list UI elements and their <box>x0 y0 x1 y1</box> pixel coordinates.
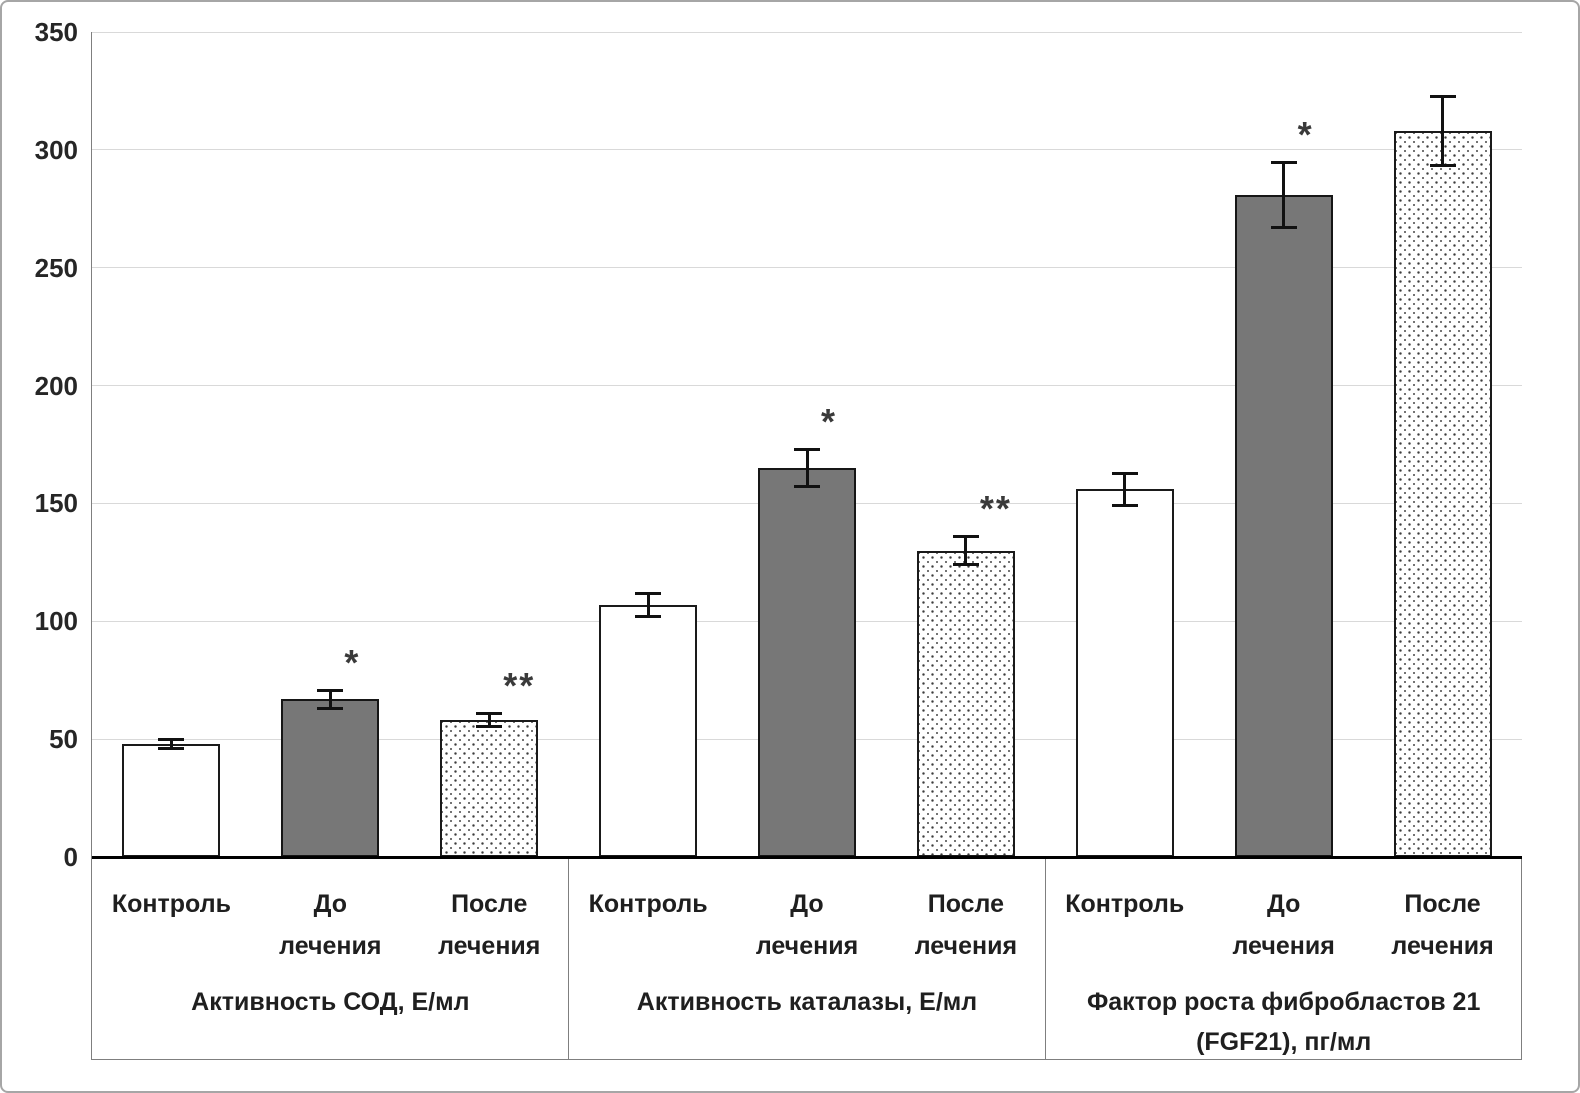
gridline <box>92 149 1522 151</box>
error-bar-line <box>1123 472 1127 506</box>
error-bar-line <box>964 536 968 565</box>
bar-control <box>1075 489 1174 857</box>
bar-before <box>281 699 380 857</box>
group-axis-label: Фактор роста фибробластов 21 (FGF21), пг… <box>1086 988 1481 1056</box>
category-label: После лечения <box>438 890 541 960</box>
error-bar-cap-top <box>1429 94 1456 98</box>
category-label: До лечения <box>755 890 859 960</box>
category-label: Контроль <box>588 890 708 918</box>
y-axis-tick-label: 250 <box>34 252 78 283</box>
category-label: После лечения <box>914 890 1018 960</box>
error-bar-line <box>487 713 491 728</box>
category-label: Контроль <box>111 890 231 918</box>
y-axis-line <box>91 32 92 1060</box>
significance-marker: * <box>821 401 838 443</box>
error-bar-cap-bottom <box>635 614 662 618</box>
gridline <box>92 267 1522 269</box>
category-label: До лечения <box>1232 890 1335 960</box>
bar-after <box>916 550 1015 857</box>
error-bar-cap-top <box>317 688 344 692</box>
error-bar-line <box>328 689 332 709</box>
gridline <box>92 31 1522 33</box>
label-table-bottom-line <box>92 1059 1522 1060</box>
error-bar-cap-bottom <box>1111 503 1138 507</box>
category-label: До лечения <box>279 890 382 960</box>
bar-before <box>758 468 856 857</box>
plot-right-line <box>1521 857 1522 1060</box>
error-bar-cap-bottom <box>476 725 503 729</box>
error-bar-cap-top <box>635 592 662 595</box>
error-bar-cap-bottom <box>1429 164 1456 168</box>
y-axis-tick-label: 350 <box>34 17 78 47</box>
y-axis-tick-label: 300 <box>34 134 78 165</box>
group-axis-label: Активность СОД, Е/мл <box>191 988 470 1016</box>
y-axis-tick-label: 0 <box>63 842 78 872</box>
error-bar-line <box>169 739 173 749</box>
bar-control <box>599 604 698 857</box>
bar-control <box>122 743 221 857</box>
error-bar-cap-bottom <box>952 562 979 566</box>
y-axis-tick-label: 200 <box>34 370 78 401</box>
error-bar-cap-bottom <box>158 746 185 750</box>
error-bar-line <box>646 593 650 617</box>
error-bar-cap-bottom <box>1270 225 1297 229</box>
error-bar-line <box>1441 95 1445 167</box>
significance-marker: ** <box>503 665 536 707</box>
error-bar-cap-bottom <box>794 484 820 488</box>
gridline <box>92 385 1522 387</box>
error-bar-line <box>805 449 809 487</box>
significance-marker: * <box>344 641 361 683</box>
error-bar-cap-bottom <box>317 706 344 710</box>
error-bar-cap-top <box>476 712 503 716</box>
error-bar-cap-top <box>1111 471 1138 475</box>
category-label: После лечения <box>1391 890 1494 960</box>
y-axis-tick-label: 100 <box>34 606 78 637</box>
group-separator <box>568 857 570 1060</box>
significance-marker: ** <box>979 488 1012 530</box>
error-bar-cap-top <box>952 535 979 539</box>
group-separator <box>1044 857 1046 1060</box>
bar-after <box>1393 131 1492 857</box>
bar-before <box>1234 194 1333 857</box>
y-axis-tick-label: 150 <box>34 488 78 519</box>
bar-after <box>440 720 539 857</box>
error-bar-cap-top <box>794 448 820 452</box>
category-label: Контроль <box>1065 890 1185 918</box>
significance-marker: * <box>1297 113 1314 155</box>
y-axis-tick-label: 50 <box>49 724 78 755</box>
error-bar-cap-top <box>158 738 185 742</box>
error-bar-cap-top <box>1270 160 1297 164</box>
x-axis-baseline <box>92 856 1522 859</box>
error-bar-line <box>1282 161 1286 228</box>
group-axis-label: Активность каталазы, Е/мл <box>636 988 978 1016</box>
